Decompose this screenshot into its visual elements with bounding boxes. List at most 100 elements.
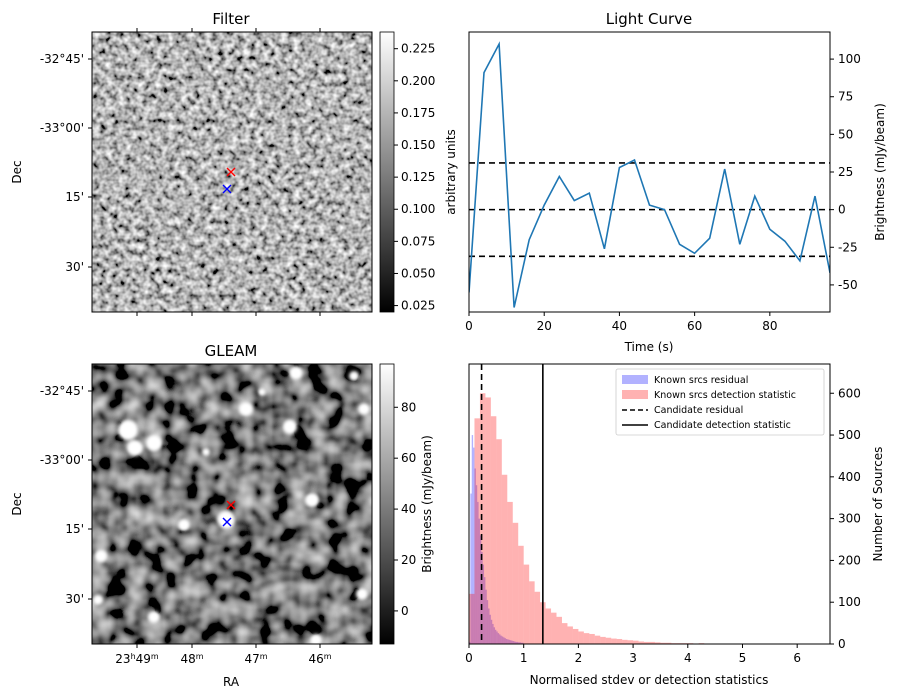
hist-bar-residual [519,642,521,644]
hist-bar-detection [638,641,645,644]
histogram-legend: Known srcs residual Known srcs detection… [615,368,825,436]
lightcurve-ytick-label: -25 [838,240,858,254]
hist-bar-residual [518,642,520,644]
gleam-source-blob [349,371,359,381]
hist-bar-detection [589,633,595,644]
ra-tick-label: 48m [180,652,203,667]
colorbar-tick-label: 60 [401,451,416,465]
hist-bar-detection [545,608,552,644]
hist-bar-detection [611,638,617,644]
hist-bar-detection [567,626,573,644]
gleam-source-blob [258,388,266,396]
hist-bar-residual [485,589,487,644]
gleam-source-blob [178,519,190,531]
source-marker-blue [222,517,232,527]
gleam-source-blob [305,493,319,507]
legend-label-candidate-detection: Candidate detection statistic [654,420,791,431]
colorbar-tick-label: 0 [401,604,409,618]
gleam-source-blob [310,634,322,644]
histogram-frame [468,363,831,645]
lightcurve-ytick-label: -50 [838,278,858,292]
filter-colorbar [379,31,395,313]
hist-bar-residual [507,639,509,644]
filter-title: Filter [212,10,250,28]
hist-bar-residual [489,614,491,644]
colorbar-tick-label: 0.050 [401,266,435,280]
histogram-ytick-label: 500 [838,428,861,442]
lightcurve-ytick-label: 100 [838,52,861,66]
legend-swatch-residual [622,375,648,384]
dec-tick-label: -32°45' [40,52,84,66]
hist-bar-residual [497,633,500,644]
lightcurve-series-line [469,41,830,308]
lightcurve-ytick-label: 0 [838,203,846,217]
histogram-xtick-label: 6 [793,651,801,665]
histogram-ytick-label: 600 [838,386,861,400]
hist-bar-residual [492,623,494,644]
hist-bar-residual [522,642,524,644]
hist-bar-residual [479,535,482,644]
histogram-xlabel: Normalised stdev or detection statistics [530,673,769,687]
colorbar-tick-label: 0.100 [401,202,435,216]
gleam-source-blob [239,402,253,416]
hist-bar-residual [490,619,493,644]
hist-bar-detection [600,636,606,644]
lightcurve-xtick-label: 0 [465,319,473,333]
colorbar-tick-label: 0.175 [401,106,435,120]
colorbar-tick-label: 0.150 [401,138,435,152]
hist-bar-residual [477,501,479,644]
gleam-source-blob [146,435,162,451]
hist-bar-residual [471,435,474,644]
hist-bar-detection [490,416,497,644]
dec-tick-label: -32°45' [40,384,84,398]
histogram-ytick-label: 300 [838,512,861,526]
gleam-colorbar-label: Brightness (mJy/beam) [420,435,434,573]
gleam-source-blob [289,366,303,380]
hist-bar-detection [534,591,541,644]
hist-bar-residual [470,493,472,644]
histogram-ytick-label: 0 [838,637,846,651]
hist-bar-detection [518,545,524,644]
hist-bar-residual [505,638,508,644]
lightcurve-ytick-label: 50 [838,127,853,141]
gleam-source-blob [95,550,107,562]
hist-bar-residual [512,641,515,644]
colorbar-tick-label: 0.025 [401,299,435,313]
lightcurve-xtick-label: 40 [612,319,627,333]
hist-bar-detection [523,564,530,644]
colorbar-tick-label: 80 [401,400,416,414]
colorbar-tick-label: 0.125 [401,170,435,184]
lightcurve-xlabel: Time (s) [624,340,674,354]
hist-bar-detection [583,633,590,644]
gleam-source-blob [118,420,138,440]
hist-bar-residual [504,638,506,644]
dec-tick-label: -33°00' [40,121,84,135]
hist-bar-detection [660,642,666,644]
lightcurve-ytick-label: 25 [838,165,853,179]
hist-bar-residual [503,637,505,644]
dec-tick-label: 15' [65,522,84,536]
ra-tick-label: 23h49m [115,652,159,667]
hist-bar-detection [665,642,672,644]
hist-bar-detection [654,642,661,644]
hist-bar-residual [478,518,480,644]
gleam-source-blob [356,588,368,600]
histogram-xtick-label: 4 [684,651,692,665]
histogram-ytick-label: 400 [838,470,861,484]
source-marker-blue [222,184,232,194]
hist-bar-residual [494,629,497,644]
lightcurve-xtick-label: 20 [537,319,552,333]
hist-bar-detection [616,638,623,644]
hist-bar-detection [622,639,628,644]
hist-bar-residual [482,564,485,644]
gleam-frame [91,363,373,645]
hist-bar-residual [514,641,516,644]
gleam-source-blob [93,595,103,605]
hist-bar-residual [474,468,476,644]
hist-bar-detection [507,501,513,644]
ra-tick-label: 47m [244,652,267,667]
hist-bar-detection [649,641,655,644]
hist-bar-detection [561,623,568,644]
hist-bar-residual [475,485,478,644]
colorbar-tick-label: 0.075 [401,234,435,248]
